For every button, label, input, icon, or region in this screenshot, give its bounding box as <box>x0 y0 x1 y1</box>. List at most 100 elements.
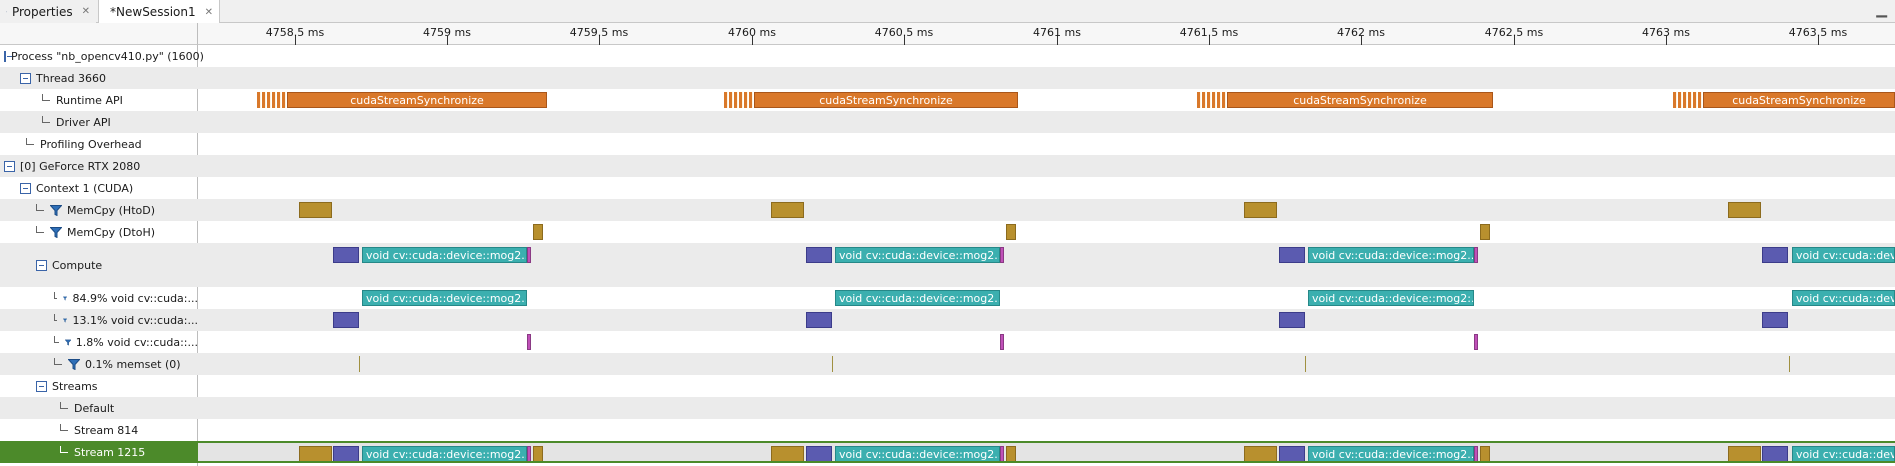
kernel-mog2-secondary[interactable] <box>1762 446 1788 461</box>
runtime-api-call[interactable] <box>1698 92 1702 108</box>
runtime-api-call[interactable] <box>1202 92 1206 108</box>
kernel-mog2-secondary[interactable] <box>333 247 359 263</box>
timeline-lane[interactable] <box>198 331 1895 353</box>
runtime-api-call[interactable] <box>724 92 728 108</box>
timeline-lane[interactable] <box>198 375 1895 397</box>
timeline-lane[interactable] <box>198 199 1895 221</box>
collapse-icon[interactable] <box>20 72 31 84</box>
kernel-small[interactable] <box>527 446 531 461</box>
tree-row[interactable]: Compute <box>0 243 198 287</box>
memcpy-htod[interactable] <box>1728 446 1761 461</box>
memcpy-dtoh[interactable] <box>1006 224 1016 240</box>
tree-row[interactable]: MemCpy (DtoH) <box>0 221 198 243</box>
runtime-api-call[interactable]: cudaStreamSynchronize <box>1703 92 1895 108</box>
memset-op[interactable] <box>1789 356 1790 372</box>
tree-row[interactable]: Default <box>0 397 198 419</box>
timeline-lane[interactable]: void cv::cuda::device::mog2... void cv::c… <box>198 287 1895 309</box>
runtime-api-call[interactable] <box>729 92 733 108</box>
memset-op[interactable] <box>359 356 360 372</box>
runtime-api-call[interactable] <box>257 92 261 108</box>
close-icon[interactable]: ✕ <box>81 6 90 17</box>
tree-row[interactable]: Process "nb_opencv410.py" (1600) <box>0 45 204 67</box>
runtime-api-call[interactable] <box>1683 92 1687 108</box>
filter-icon[interactable] <box>50 204 62 216</box>
kernel-mog2-secondary[interactable] <box>333 446 359 461</box>
timeline-lane[interactable]: void cv::cuda::device::mog2... void cv::c… <box>198 441 1895 463</box>
timeline-lane[interactable] <box>198 111 1895 133</box>
timeline-lane[interactable] <box>198 309 1895 331</box>
memset-op[interactable] <box>1305 356 1306 372</box>
filter-icon[interactable] <box>68 358 80 370</box>
kernel-mog2-main[interactable]: void cv::cuda::device::mog2... <box>1792 446 1895 461</box>
collapse-icon[interactable] <box>36 259 47 271</box>
kernel-mog2-main[interactable]: void cv::cuda::device::mog2... <box>362 446 527 461</box>
kernel-small[interactable] <box>1474 334 1478 350</box>
timeline-lane[interactable] <box>198 45 1895 67</box>
kernel-mog2-main[interactable]: void cv::cuda::device::mog2:... <box>1308 290 1474 306</box>
memcpy-dtoh[interactable] <box>1480 224 1490 240</box>
kernel-mog2-main[interactable]: void cv::cuda::device::mog2... <box>835 446 1000 461</box>
tree-row[interactable]: Profiling Overhead <box>0 133 198 155</box>
time-ruler[interactable]: 4758.5 ms 4759 ms 4759.5 ms 4760 ms 4760.5 m… <box>198 23 1895 45</box>
memcpy-dtoh[interactable] <box>533 224 543 240</box>
tree-row[interactable]: Thread 3660 <box>0 67 198 89</box>
tree-row[interactable]: Stream 814 <box>0 419 198 441</box>
runtime-api-call[interactable] <box>744 92 748 108</box>
kernel-mog2-main[interactable]: void cv::cuda::device::mog2... <box>835 290 1000 306</box>
runtime-api-call[interactable] <box>1688 92 1692 108</box>
runtime-api-call[interactable] <box>282 92 286 108</box>
kernel-small[interactable] <box>1000 446 1004 461</box>
collapse-icon[interactable] <box>20 182 31 194</box>
runtime-api-call[interactable] <box>1217 92 1221 108</box>
tree-row[interactable]: Streams <box>0 375 198 397</box>
collapse-icon[interactable] <box>36 380 47 392</box>
timeline-lane[interactable]: cudaStreamSynchronize cudaStreamSynchroni… <box>198 89 1895 111</box>
tree-row[interactable]: 13.1% void cv::cuda:... <box>0 309 198 331</box>
kernel-small[interactable] <box>1474 247 1478 263</box>
kernel-mog2-secondary[interactable] <box>1762 312 1788 328</box>
timeline-lane[interactable] <box>198 419 1895 441</box>
minimize-icon[interactable]: ▁ <box>1876 2 1887 18</box>
tree-row[interactable]: MemCpy (HtoD) <box>0 199 198 221</box>
tree-row[interactable]: 0.1% memset (0) <box>0 353 198 375</box>
kernel-mog2-main[interactable]: void cv::cuda::device::mog2... <box>1308 446 1474 461</box>
runtime-api-call[interactable] <box>272 92 276 108</box>
memcpy-dtoh[interactable] <box>533 446 543 461</box>
filter-icon[interactable] <box>50 226 62 238</box>
runtime-api-call[interactable]: cudaStreamSynchronize <box>287 92 547 108</box>
runtime-api-call[interactable] <box>739 92 743 108</box>
timeline-lane[interactable]: void cv::cuda::device::mog2... void cv::c… <box>198 243 1895 287</box>
memcpy-htod[interactable] <box>1728 202 1761 218</box>
memcpy-htod[interactable] <box>299 202 332 218</box>
kernel-small[interactable] <box>1000 247 1004 263</box>
runtime-api-call[interactable]: cudaStreamSynchronize <box>1227 92 1493 108</box>
tab-properties[interactable]: Properties ✕ <box>0 0 96 23</box>
runtime-api-call[interactable] <box>1693 92 1697 108</box>
timeline-lane[interactable] <box>198 353 1895 375</box>
memcpy-htod[interactable] <box>299 446 332 461</box>
kernel-mog2-main[interactable]: void cv::cuda::device::mog2... <box>1792 247 1895 263</box>
memcpy-htod[interactable] <box>771 446 804 461</box>
kernel-mog2-secondary[interactable] <box>1279 312 1305 328</box>
timeline-lane[interactable] <box>198 177 1895 199</box>
runtime-api-call[interactable] <box>1197 92 1201 108</box>
filter-icon[interactable] <box>63 315 68 326</box>
tree-row[interactable]: 1.8% void cv::cuda::... <box>0 331 198 353</box>
kernel-mog2-secondary[interactable] <box>1279 446 1305 461</box>
runtime-api-call[interactable] <box>1207 92 1211 108</box>
tree-row[interactable]: Context 1 (CUDA) <box>0 177 198 199</box>
runtime-api-call[interactable] <box>267 92 271 108</box>
kernel-small[interactable] <box>527 247 531 263</box>
collapse-icon[interactable] <box>4 50 12 62</box>
tree-row[interactable]: [0] GeForce RTX 2080 <box>0 155 198 177</box>
collapse-icon[interactable] <box>4 160 15 172</box>
kernel-small[interactable] <box>1000 334 1004 350</box>
timeline-lane[interactable] <box>198 67 1895 89</box>
tree-row[interactable]: Stream 1215 <box>0 441 198 463</box>
tree-row[interactable]: Runtime API <box>0 89 198 111</box>
kernel-mog2-main[interactable]: void cv::cuda::device::mog2... <box>1792 290 1895 306</box>
memcpy-htod[interactable] <box>1244 202 1277 218</box>
timeline-lane[interactable] <box>198 221 1895 243</box>
runtime-api-call[interactable] <box>734 92 738 108</box>
kernel-mog2-secondary[interactable] <box>806 247 832 263</box>
